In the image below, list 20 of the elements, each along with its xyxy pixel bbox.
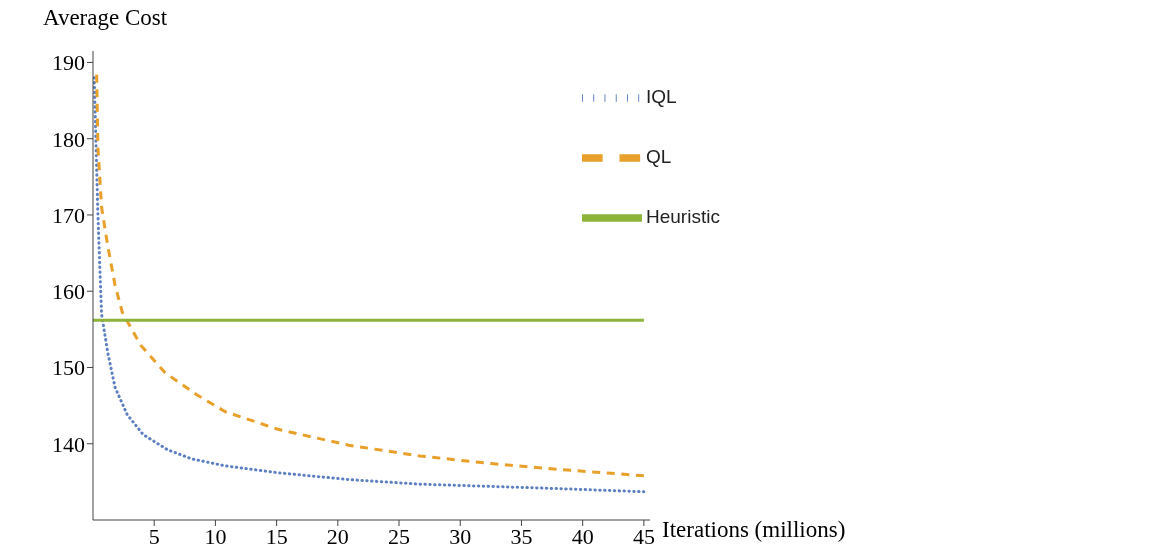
y-axis-title: Average Cost xyxy=(43,5,168,30)
x-tick-label: 5 xyxy=(148,523,160,549)
legend-label: QL xyxy=(646,146,672,168)
y-tick-label: 190 xyxy=(52,50,85,76)
x-tick-label: 35 xyxy=(510,523,533,549)
y-tick-label: 140 xyxy=(52,431,85,457)
x-tick-label: 15 xyxy=(265,523,288,549)
y-tick-label: 160 xyxy=(52,279,85,305)
x-axis-title: Iterations (millions) xyxy=(662,517,846,543)
y-tick-label: 170 xyxy=(52,202,85,228)
legend-label: IQL xyxy=(646,86,677,108)
x-tick-label: 40 xyxy=(571,523,594,549)
x-tick-label: 20 xyxy=(326,523,349,549)
y-tick-label: 180 xyxy=(52,126,85,152)
x-tick-label: 45 xyxy=(632,523,655,549)
x-tick-label: 25 xyxy=(388,523,411,549)
x-tick-label: 30 xyxy=(449,523,472,549)
x-tick-label: 10 xyxy=(204,523,227,549)
y-tick-label: 150 xyxy=(52,355,85,381)
legend-label: Heuristic xyxy=(646,206,720,228)
